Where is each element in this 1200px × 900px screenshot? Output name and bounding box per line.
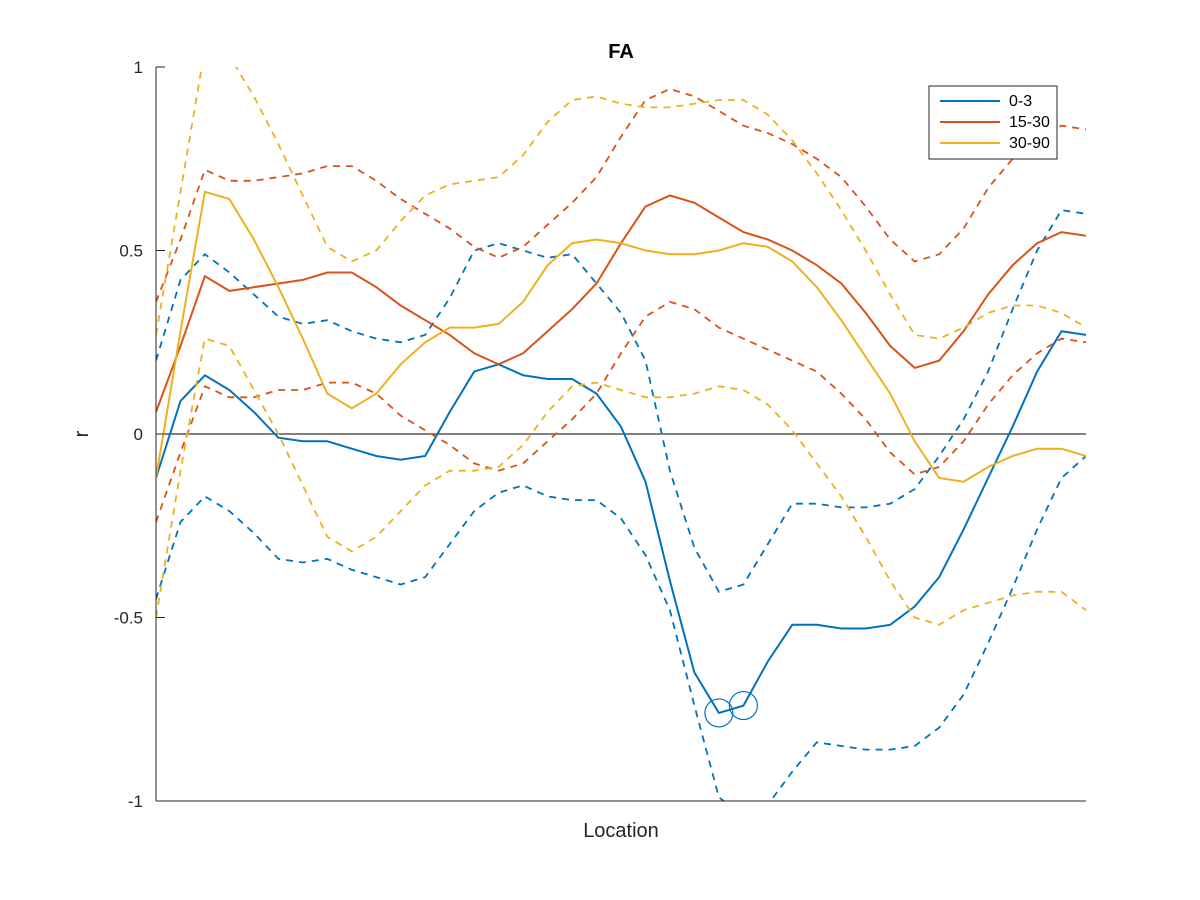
x-axis-title: Location (583, 820, 659, 842)
y-tick-label: -1 (128, 792, 143, 811)
series-15-30-upper-bound (156, 88, 1086, 303)
series-0-3-lower-bound (156, 455, 1086, 801)
y-tick-label: 1 (134, 58, 143, 77)
chart-title: FA (608, 41, 634, 63)
series-0-3-marker-0 (704, 698, 734, 728)
y-tick-label: 0 (134, 425, 143, 444)
y-axis: -1 -0.5 0 0.5 1 (114, 58, 165, 811)
series-0-3-line (156, 330, 1086, 715)
series-0-3-upper-bound (156, 209, 1086, 593)
y-tick-label: 0.5 (119, 242, 143, 261)
series-0-3-marker-1 (728, 690, 758, 721)
legend-label: 15-30 (1009, 114, 1050, 131)
series-30-90-line (156, 190, 1086, 483)
y-tick-label: -0.5 (114, 609, 143, 628)
legend: 0-3 15-30 30-90 (928, 85, 1058, 160)
series-30-90-upper-bound (156, 67, 1086, 340)
legend-label: 0-3 (1009, 93, 1032, 110)
series-15-30-lower-bound (156, 300, 1086, 523)
y-axis-title: r (71, 430, 93, 437)
legend-label: 30-90 (1009, 135, 1050, 152)
plot-area (156, 67, 1086, 801)
series-30-90-lower-bound (156, 337, 1086, 626)
